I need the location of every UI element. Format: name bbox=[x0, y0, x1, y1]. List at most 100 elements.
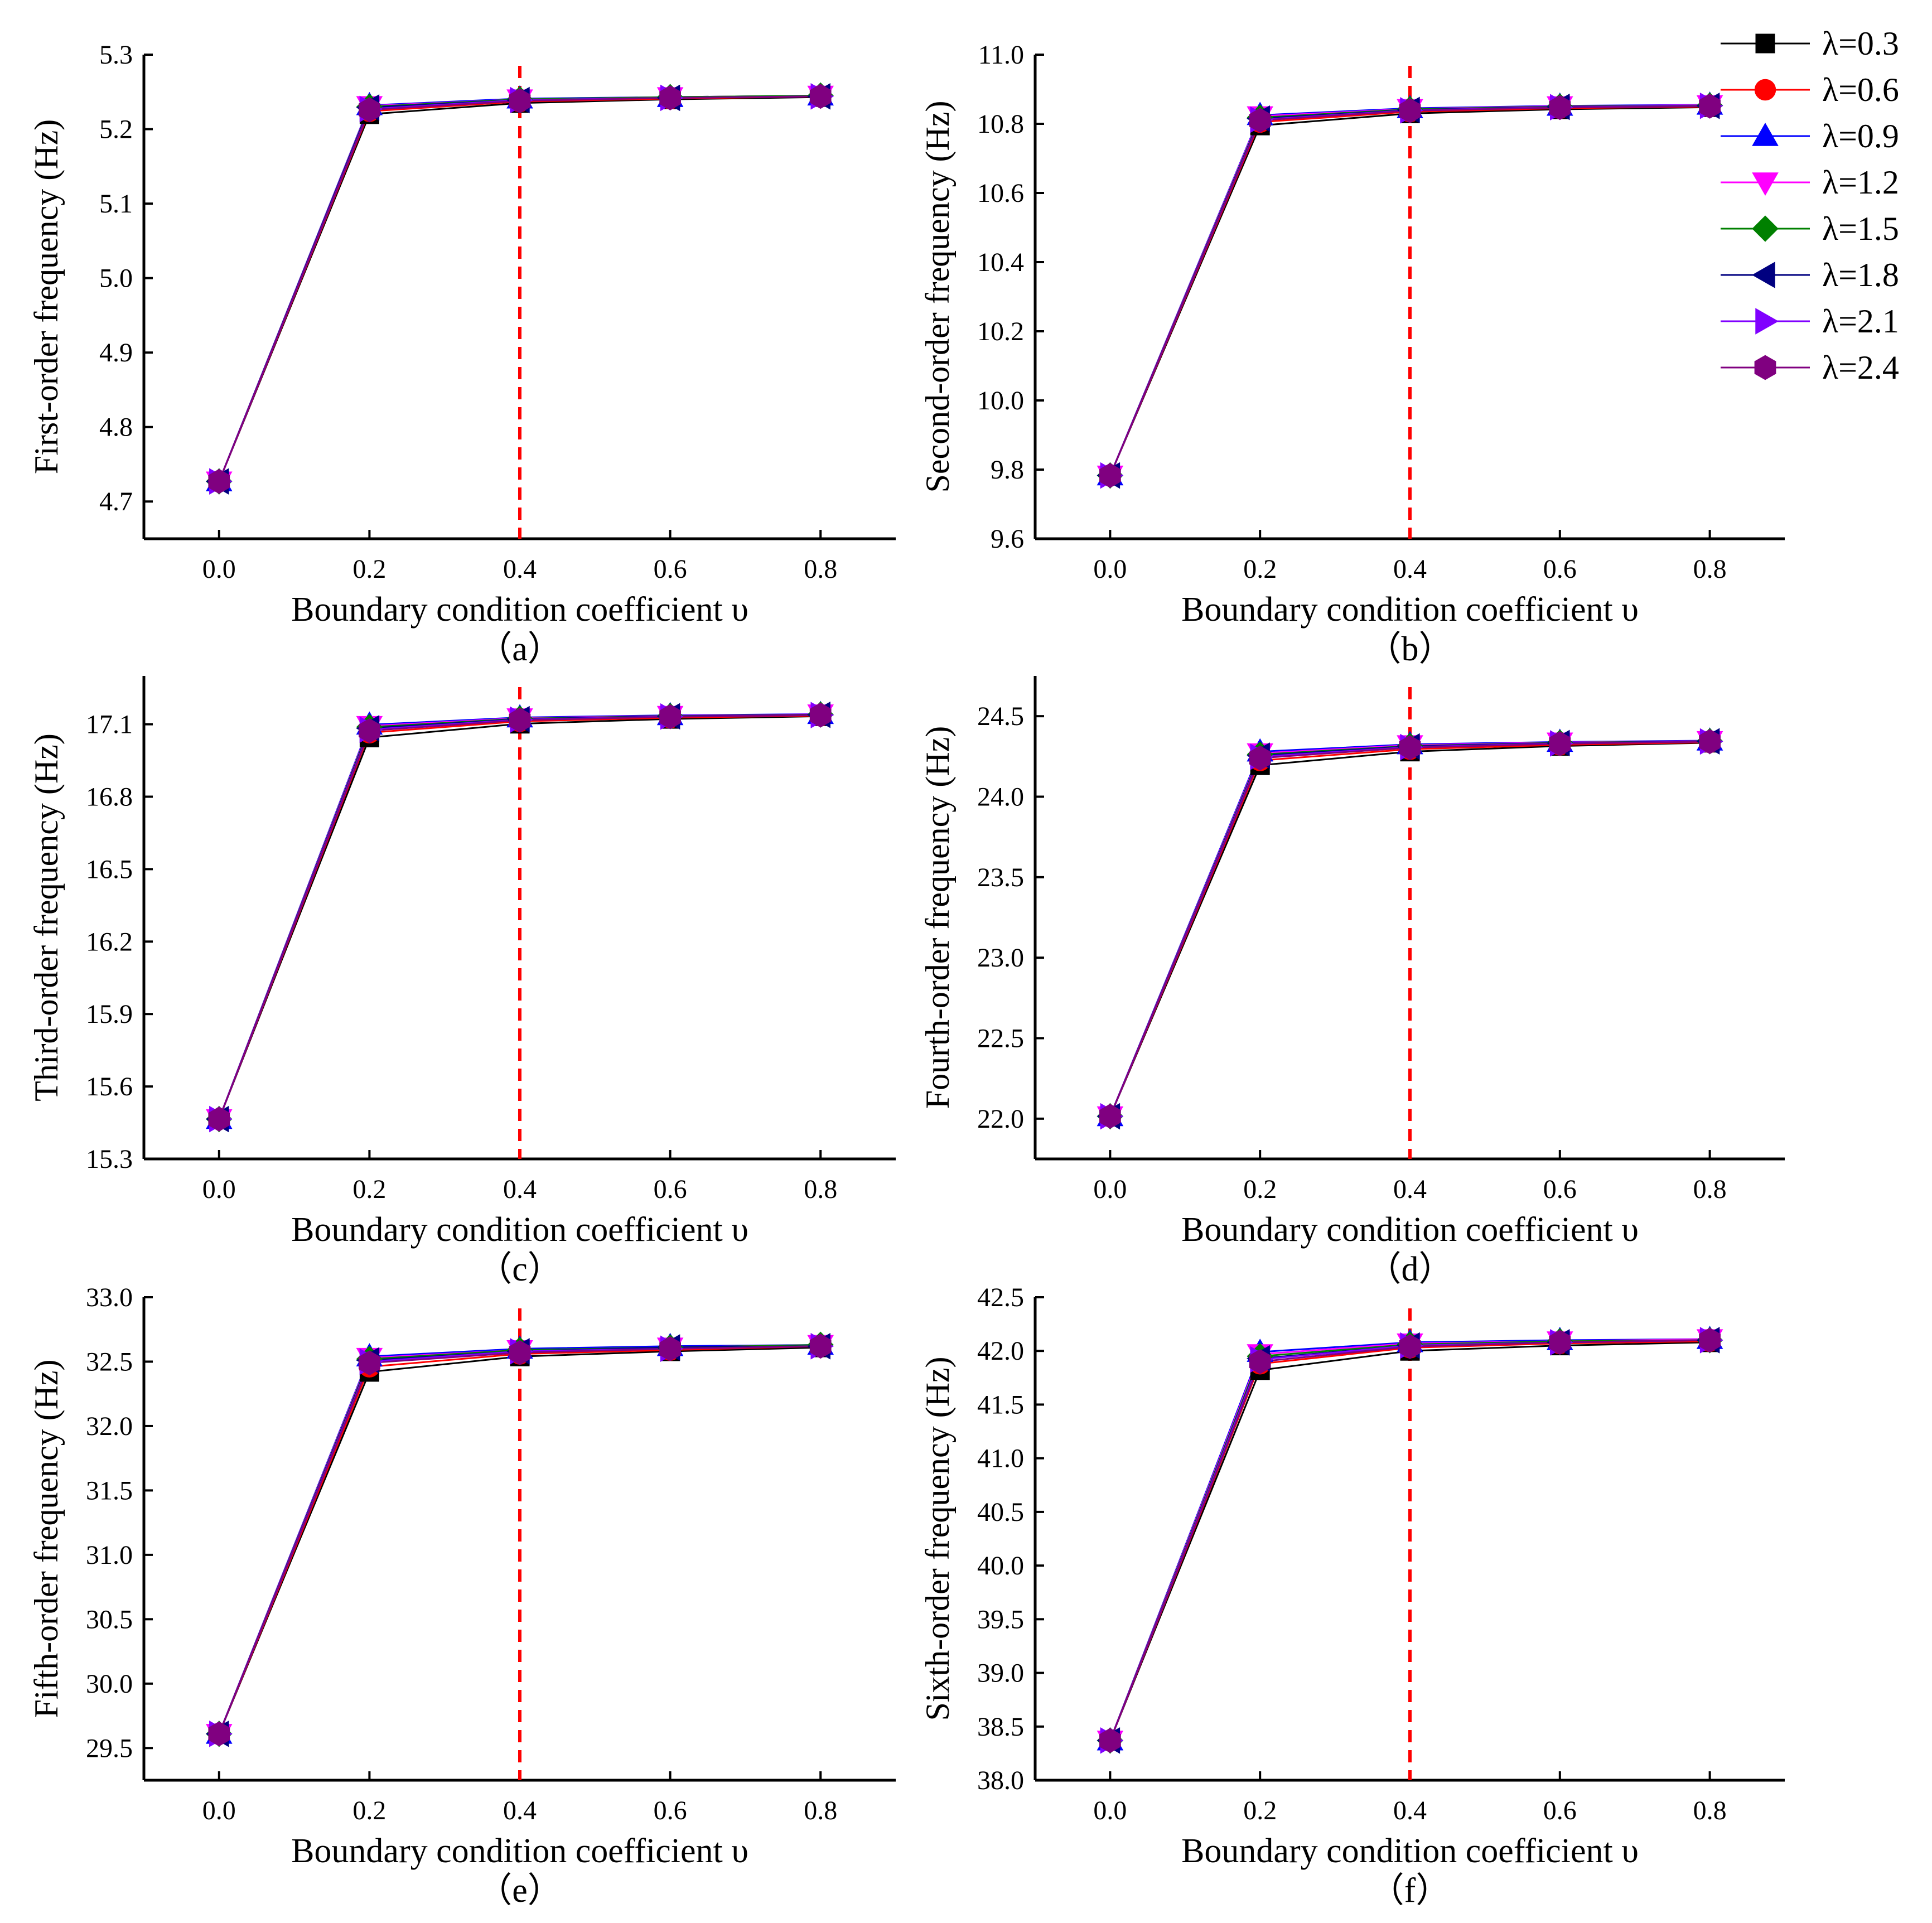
legend-marker bbox=[1752, 262, 1775, 288]
data-point bbox=[208, 468, 230, 494]
legend-label: λ=0.9 bbox=[1822, 118, 1899, 154]
data-point bbox=[1699, 94, 1721, 119]
legend-item: λ=1.8 bbox=[1721, 257, 1899, 293]
legend-marker bbox=[1752, 215, 1779, 242]
data-point bbox=[1399, 98, 1421, 123]
y-tick-label: 30.0 bbox=[86, 1669, 133, 1699]
legend-item: λ=1.5 bbox=[1721, 210, 1899, 247]
panel-caption: （d） bbox=[1366, 1250, 1453, 1288]
y-tick-label: 29.5 bbox=[86, 1733, 133, 1763]
y-tick-label: 42.0 bbox=[977, 1336, 1024, 1366]
y-tick-label: 15.6 bbox=[86, 1072, 133, 1101]
legend-marker bbox=[1754, 79, 1776, 101]
x-tick-label: 0.6 bbox=[654, 1175, 687, 1204]
x-tick-label: 0.0 bbox=[1093, 1175, 1127, 1204]
data-point bbox=[809, 84, 832, 109]
data-point bbox=[208, 1721, 230, 1747]
panel-f: 38.0 38.5 39.0 39.5 40.0 40.5 41.0 41.5 42.0 42.5… bbox=[919, 1283, 1785, 1910]
y-axis-label: Third-order frequency (Hz) bbox=[28, 733, 65, 1101]
data-point bbox=[1549, 731, 1571, 756]
y-tick-label: 39.0 bbox=[977, 1659, 1024, 1688]
y-tick-label: 10.2 bbox=[977, 317, 1024, 346]
x-tick-label: 0.4 bbox=[1393, 554, 1427, 584]
panel-d: 22.0 22.5 23.0 23.5 24.0 24.5 0.0 0.2 0.4 0.6 0.8 F… bbox=[919, 676, 1785, 1288]
x-axis-label: Boundary condition coefficient υ bbox=[291, 1832, 748, 1870]
panel-b: 9.6 9.8 10.0 10.2 10.4 10.6 10.8 11.0 0.0 0.2 0.4 0… bbox=[919, 40, 1785, 668]
panel-c: 15.3 15.6 15.9 16.2 16.5 16.8 17.1 0.0 0.2 0.4 0.6… bbox=[28, 676, 896, 1288]
x-axis-label: Boundary condition coefficient υ bbox=[291, 591, 748, 629]
x-tick-label: 0.0 bbox=[202, 1796, 236, 1825]
y-tick-label: 24.5 bbox=[977, 702, 1024, 731]
x-tick-label: 0.6 bbox=[1543, 1175, 1577, 1204]
data-point bbox=[1699, 729, 1721, 755]
data-point bbox=[359, 97, 380, 123]
y-tick-label: 17.1 bbox=[86, 710, 133, 740]
y-tick-label: 16.2 bbox=[86, 927, 133, 956]
y-tick-label: 32.5 bbox=[86, 1347, 133, 1376]
data-point bbox=[359, 1350, 380, 1376]
y-tick-label: 38.0 bbox=[977, 1766, 1024, 1795]
legend-marker bbox=[1755, 33, 1775, 54]
x-axis-label: Boundary condition coefficient υ bbox=[1181, 1211, 1639, 1249]
data-point bbox=[659, 704, 681, 729]
legend-label: λ=2.1 bbox=[1822, 303, 1899, 340]
data-point bbox=[1249, 108, 1271, 133]
y-tick-label: 5.1 bbox=[99, 189, 133, 219]
data-point bbox=[1099, 1728, 1121, 1753]
legend-item: λ=1.2 bbox=[1721, 164, 1899, 201]
x-tick-label: 0.8 bbox=[804, 1175, 837, 1204]
y-tick-label: 41.0 bbox=[977, 1444, 1024, 1473]
panel-caption: （f） bbox=[1370, 1872, 1451, 1910]
x-tick-label: 0.2 bbox=[352, 554, 386, 584]
y-tick-label: 10.8 bbox=[977, 109, 1024, 139]
data-point bbox=[1549, 95, 1571, 120]
legend-item: λ=0.3 bbox=[1721, 25, 1899, 62]
x-axis-label: Boundary condition coefficient υ bbox=[1181, 591, 1639, 629]
x-axis-label: Boundary condition coefficient υ bbox=[291, 1211, 748, 1249]
y-axis-label: Sixth-order frequency (Hz) bbox=[919, 1356, 956, 1721]
legend-item: λ=0.9 bbox=[1721, 118, 1899, 154]
y-tick-label: 5.0 bbox=[99, 264, 133, 293]
panel-e: 29.5 30.0 30.5 31.0 31.5 32.0 32.5 33.0 0.0 0.2 0.… bbox=[28, 1283, 896, 1910]
x-tick-label: 0.6 bbox=[1543, 1796, 1577, 1825]
data-point bbox=[208, 1107, 230, 1132]
data-point bbox=[1399, 1334, 1421, 1359]
y-tick-label: 15.9 bbox=[86, 999, 133, 1029]
x-tick-label: 0.8 bbox=[1693, 1175, 1727, 1204]
data-point bbox=[359, 718, 380, 743]
y-tick-label: 9.8 bbox=[991, 455, 1024, 485]
y-tick-label: 4.7 bbox=[99, 487, 133, 516]
legend-marker bbox=[1752, 123, 1779, 146]
x-tick-label: 0.0 bbox=[1093, 554, 1127, 584]
x-tick-label: 0.6 bbox=[654, 1796, 687, 1825]
x-tick-label: 0.2 bbox=[1243, 554, 1277, 584]
y-tick-label: 11.0 bbox=[978, 40, 1024, 70]
x-tick-label: 0.8 bbox=[1693, 1796, 1727, 1825]
legend-label: λ=1.5 bbox=[1822, 210, 1899, 247]
x-tick-label: 0.8 bbox=[804, 1796, 837, 1825]
x-tick-label: 0.2 bbox=[352, 1796, 386, 1825]
x-tick-label: 0.0 bbox=[1093, 1796, 1127, 1825]
x-tick-label: 0.4 bbox=[503, 1796, 537, 1825]
y-tick-label: 24.0 bbox=[977, 782, 1024, 812]
y-tick-label: 22.0 bbox=[977, 1104, 1024, 1134]
panel-a: 4.7 4.8 4.9 5.0 5.1 5.2 5.3 0.0 0.2 0.4 0.6 0.8 Firs… bbox=[28, 40, 896, 668]
legend-marker bbox=[1754, 355, 1776, 380]
legend-item: λ=2.4 bbox=[1721, 349, 1899, 386]
y-tick-label: 22.5 bbox=[977, 1024, 1024, 1054]
y-tick-label: 23.5 bbox=[977, 863, 1024, 892]
y-tick-label: 9.6 bbox=[991, 524, 1024, 554]
y-tick-label: 4.9 bbox=[99, 338, 133, 368]
y-tick-label: 40.0 bbox=[977, 1551, 1024, 1581]
y-tick-label: 4.8 bbox=[99, 413, 133, 442]
y-tick-label: 31.5 bbox=[86, 1476, 133, 1505]
y-tick-label: 5.3 bbox=[99, 40, 133, 70]
panel-caption: （a） bbox=[477, 630, 562, 668]
data-point bbox=[809, 1333, 832, 1359]
panel-caption: （e） bbox=[477, 1872, 562, 1910]
x-tick-label: 0.8 bbox=[1693, 554, 1727, 584]
data-point bbox=[659, 85, 681, 110]
y-tick-label: 16.5 bbox=[86, 854, 133, 884]
data-point bbox=[1399, 735, 1421, 760]
data-point bbox=[1249, 745, 1271, 771]
